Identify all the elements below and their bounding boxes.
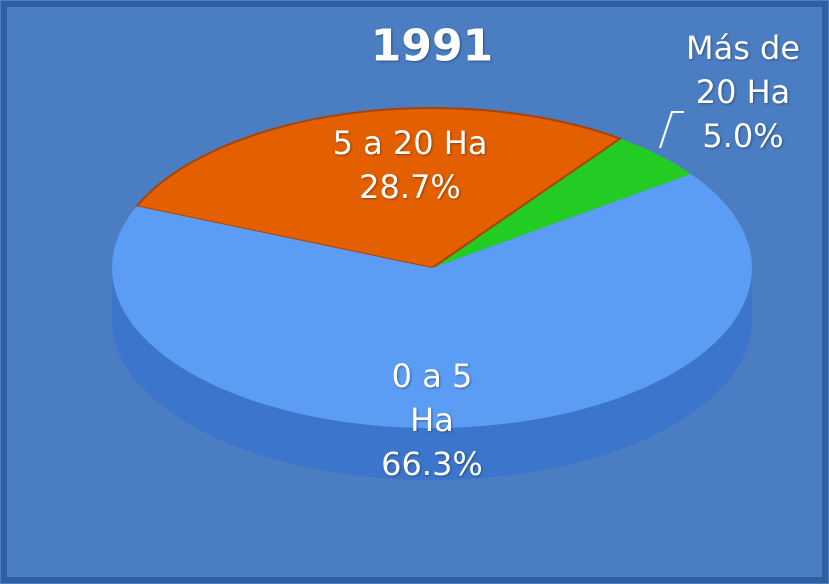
pie-slice xyxy=(432,138,691,268)
value-label: 28.7% xyxy=(359,168,461,206)
chart-title: 1991 xyxy=(370,20,494,72)
value-label: 66.3% xyxy=(381,445,483,483)
pie-slice xyxy=(134,107,623,270)
pie-slice xyxy=(111,173,752,429)
slice-label: 5 a 20 Ha 28.7% xyxy=(330,121,490,209)
value-label: 5.0% xyxy=(702,117,784,155)
slice-label: 0 a 5 Ha 66.3% xyxy=(367,354,497,486)
pie-side xyxy=(112,268,752,480)
leader-line xyxy=(659,111,684,149)
slice-label: Más de 20 Ha 5.0% xyxy=(668,26,818,158)
category-label: 0 a 5 Ha xyxy=(391,357,473,439)
category-label: Más de 20 Ha xyxy=(685,29,801,111)
category-label: 5 a 20 Ha xyxy=(332,124,488,162)
